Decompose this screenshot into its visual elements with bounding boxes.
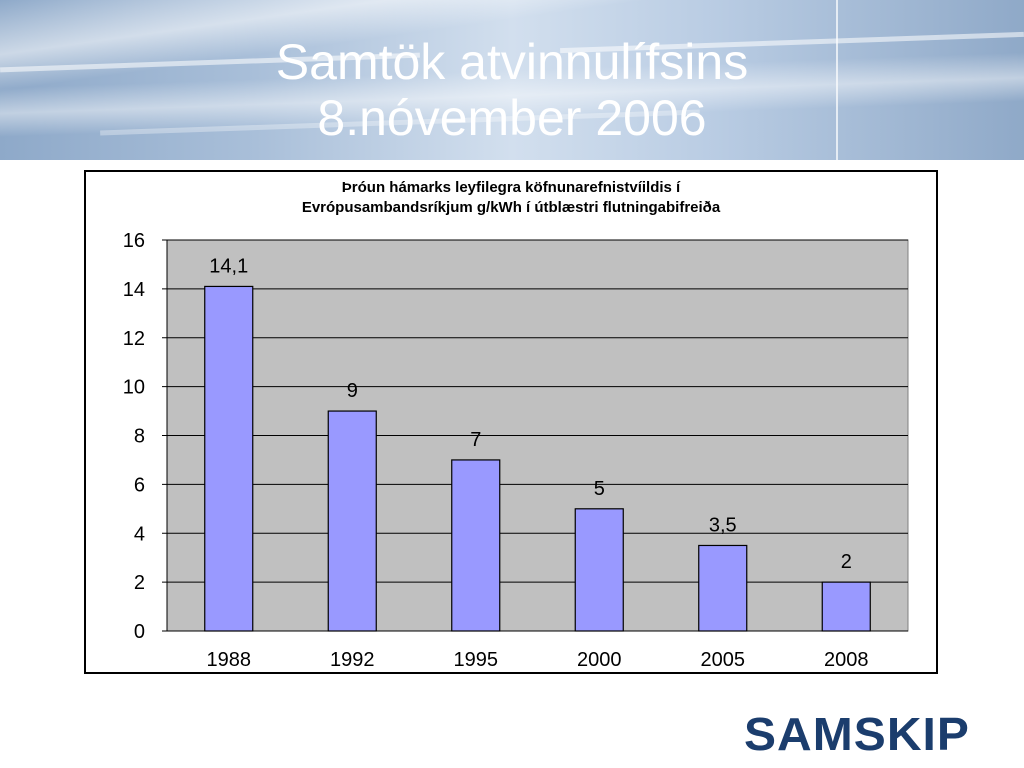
y-tick-label: 10	[123, 377, 145, 399]
bar-1988	[204, 285, 254, 632]
samskip-logo: SAMSKIP	[744, 712, 970, 756]
slide-title-line2: 8.nóvember 2006	[317, 90, 707, 146]
slide-header: Samtök atvinnulífsins 8.nóvember 2006	[0, 0, 1024, 160]
bar-1992	[327, 410, 377, 632]
y-tick-label: 2	[134, 572, 145, 594]
data-label-2005: 3,5	[709, 514, 737, 536]
chart-title-line1: Þróun hámarks leyfilegra köfnunarefnistv…	[341, 179, 681, 196]
slide-title-line1: Samtök atvinnulífsins	[275, 34, 749, 90]
x-tick-label-2000: 2000	[577, 649, 622, 671]
x-tick-label-1995: 1995	[454, 649, 499, 671]
bar-1995	[451, 459, 501, 632]
header-line	[836, 0, 838, 160]
bar-2000	[574, 508, 624, 632]
y-tick-label: 14	[123, 279, 145, 301]
data-label-1992: 9	[347, 380, 358, 402]
data-label-1988: 14,1	[209, 255, 248, 277]
x-tick-label-2005: 2005	[701, 649, 746, 671]
data-label-2000: 5	[594, 478, 605, 500]
bar-2008	[821, 581, 871, 632]
bar-2005	[698, 544, 748, 632]
x-tick-label-2008: 2008	[824, 649, 869, 671]
y-tick-label: 6	[134, 474, 145, 496]
slide-title: Samtök atvinnulífsins 8.nóvember 2006	[0, 34, 1024, 146]
y-tick-label: 12	[123, 328, 145, 350]
x-tick-label-1992: 1992	[330, 649, 375, 671]
bar-chart: 0 2 4 6 8 10 12 14 16 14,1 1988 9 1992 7 1995 5 2000 3,5 2…	[123, 230, 909, 671]
y-tick-label: 0	[134, 621, 145, 643]
y-tick-label: 16	[123, 230, 145, 252]
data-label-1995: 7	[470, 429, 481, 451]
data-label-2008: 2	[841, 551, 852, 573]
x-tick-label-1988: 1988	[207, 649, 252, 671]
chart-title-line2: Evrópusambandsríkjum g/kWh í útblæstri f…	[301, 199, 721, 216]
y-tick-label: 4	[134, 523, 145, 545]
samskip-logo-text: SAMSKIP	[744, 712, 970, 756]
chart-frame: Þróun hámarks leyfilegra köfnunarefnistv…	[84, 170, 938, 674]
chart-title: Þróun hámarks leyfilegra köfnunarefnistv…	[86, 178, 936, 218]
y-tick-label: 8	[134, 426, 145, 448]
